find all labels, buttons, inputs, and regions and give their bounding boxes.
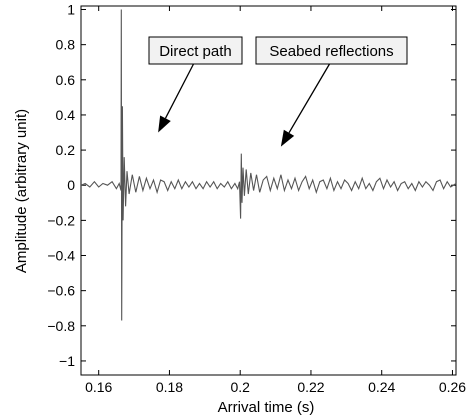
y-tick-label: −0.8	[47, 318, 75, 334]
annotation-text: Direct path	[159, 43, 232, 60]
ticks-layer	[81, 6, 456, 375]
x-tick-label: 0.16	[85, 379, 112, 395]
x-tick-label: 0.26	[439, 379, 466, 395]
y-tick-label: −0.6	[47, 283, 75, 299]
y-tick-label: 1	[67, 2, 75, 18]
y-axis-label: Amplitude (arbitrary unit)	[13, 109, 30, 273]
annotation-arrow-head	[280, 129, 295, 147]
annotation-box	[148, 36, 243, 65]
x-tick-labels: 0.16 0.18 0.2 0.22 0.24 0.26	[85, 379, 466, 395]
x-tick-label: 0.24	[368, 379, 395, 395]
y-tick-label: −0.4	[47, 248, 75, 264]
annotation-text: Seabed reflections	[269, 43, 393, 60]
y-tick-label: 0	[67, 177, 75, 193]
plot-area: Direct path Seabed reflections	[80, 5, 457, 376]
annotation-callout: Direct path	[148, 36, 243, 133]
signal-line	[80, 9, 457, 321]
plot-frame	[80, 5, 457, 376]
x-tick-label: 0.2	[230, 379, 250, 395]
y-tick-label: 0.6	[56, 72, 76, 88]
y-tick-label: 0.2	[56, 142, 76, 158]
annotation-callout: Seabed reflections	[255, 36, 408, 147]
x-tick-label: 0.18	[156, 379, 183, 395]
annotation-arrow-head	[158, 115, 171, 133]
y-tick-label: −0.2	[47, 212, 75, 228]
y-tick-labels: 1 0.8 0.6 0.4 0.2 0 −0.2 −0.4 −0.6 −0.8 −1	[47, 2, 75, 369]
callouts: Direct path Seabed reflections	[148, 36, 408, 147]
y-tick-label: −1	[59, 353, 75, 369]
annotation-arrow-shaft	[164, 63, 195, 119]
annotation-box	[255, 36, 408, 65]
y-tick-label: 0.4	[56, 107, 76, 123]
x-tick-label: 0.22	[297, 379, 324, 395]
annotation-arrow-shaft	[288, 63, 331, 134]
x-axis-label: Arrival time (s)	[218, 399, 315, 416]
y-tick-label: 0.8	[56, 37, 76, 53]
